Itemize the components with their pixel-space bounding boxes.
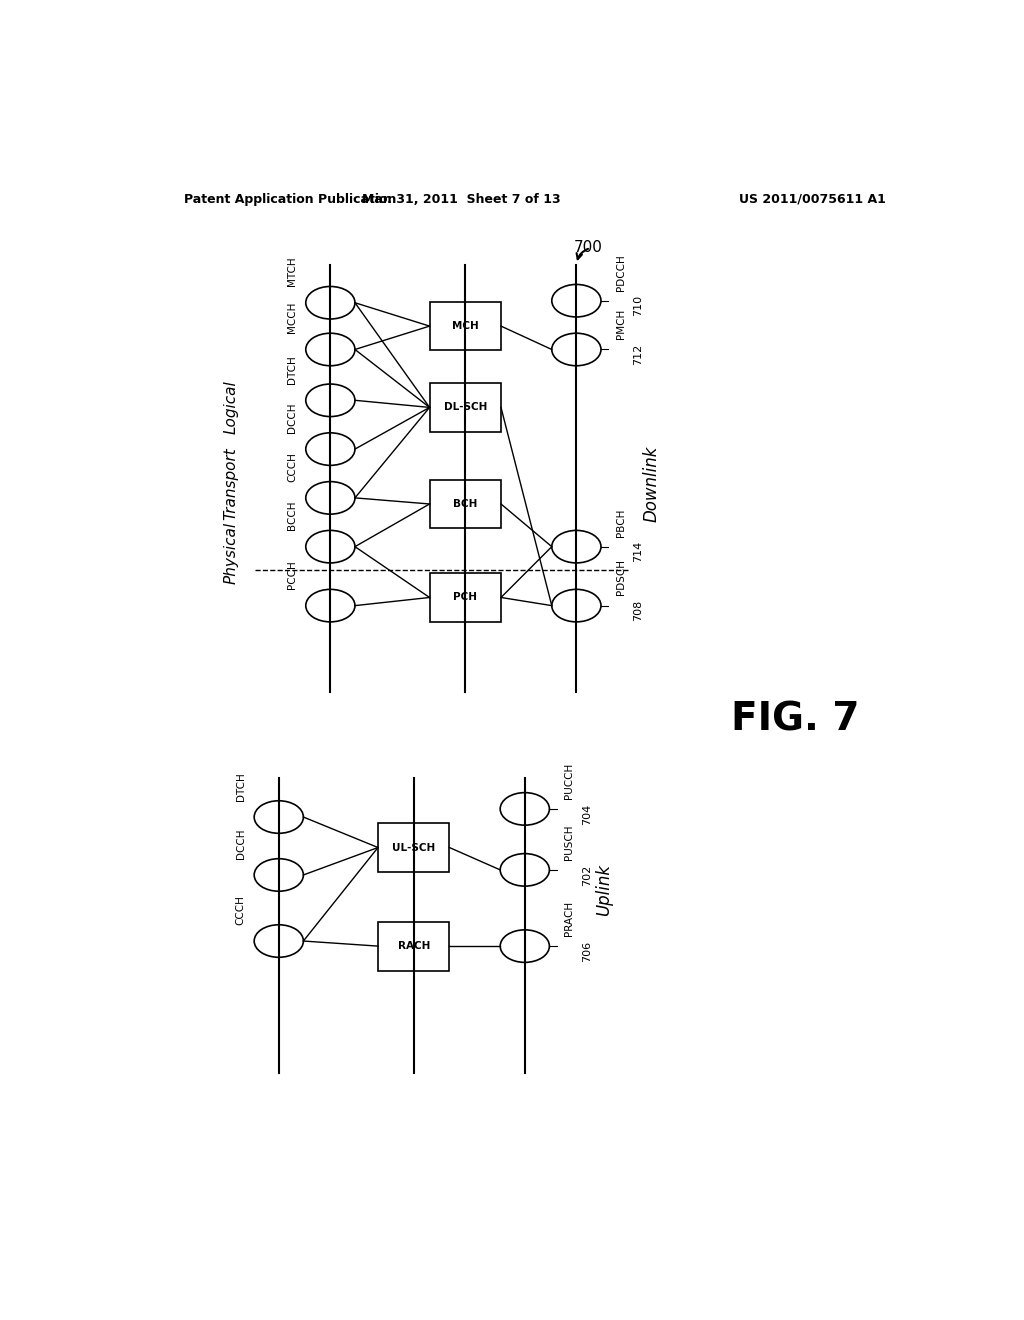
Text: Patent Application Publication: Patent Application Publication	[183, 193, 396, 206]
Text: 712: 712	[634, 345, 643, 366]
Text: MTCH: MTCH	[288, 257, 297, 286]
Text: UL-SCH: UL-SCH	[392, 842, 435, 853]
Text: DCCH: DCCH	[288, 403, 297, 433]
Text: PCCH: PCCH	[288, 561, 297, 589]
Text: 704: 704	[582, 804, 592, 825]
Text: 714: 714	[634, 541, 643, 562]
Text: DCCH: DCCH	[236, 828, 246, 859]
Text: Uplink: Uplink	[595, 865, 613, 916]
Text: MCCH: MCCH	[288, 302, 297, 333]
Text: CCCH: CCCH	[288, 451, 297, 482]
Text: Logical: Logical	[223, 380, 239, 434]
Text: DTCH: DTCH	[236, 772, 246, 801]
Text: 702: 702	[582, 865, 592, 886]
Text: MCH: MCH	[452, 321, 478, 331]
Text: PUSCH: PUSCH	[564, 824, 574, 859]
Text: FIG. 7: FIG. 7	[731, 701, 859, 738]
Text: Transport: Transport	[223, 447, 239, 520]
Text: DL-SCH: DL-SCH	[443, 403, 487, 412]
Text: Physical: Physical	[223, 521, 239, 583]
Text: BCCH: BCCH	[288, 500, 297, 531]
Text: PRACH: PRACH	[564, 900, 574, 936]
Text: PCH: PCH	[454, 593, 477, 602]
Text: 708: 708	[634, 601, 643, 622]
Text: US 2011/0075611 A1: US 2011/0075611 A1	[739, 193, 886, 206]
Text: CCCH: CCCH	[236, 895, 246, 925]
Text: PMCH: PMCH	[616, 309, 626, 339]
Text: PDCCH: PDCCH	[616, 253, 626, 290]
Text: RACH: RACH	[397, 941, 430, 952]
Text: Mar. 31, 2011  Sheet 7 of 13: Mar. 31, 2011 Sheet 7 of 13	[362, 193, 560, 206]
Text: 700: 700	[573, 240, 603, 255]
Text: Downlink: Downlink	[643, 445, 660, 521]
Text: PUCCH: PUCCH	[564, 763, 574, 799]
Text: 710: 710	[634, 296, 643, 317]
Text: BCH: BCH	[453, 499, 477, 510]
Text: PDSCH: PDSCH	[616, 560, 626, 595]
Text: PBCH: PBCH	[616, 508, 626, 536]
Text: 706: 706	[582, 941, 592, 962]
Text: DTCH: DTCH	[288, 355, 297, 384]
